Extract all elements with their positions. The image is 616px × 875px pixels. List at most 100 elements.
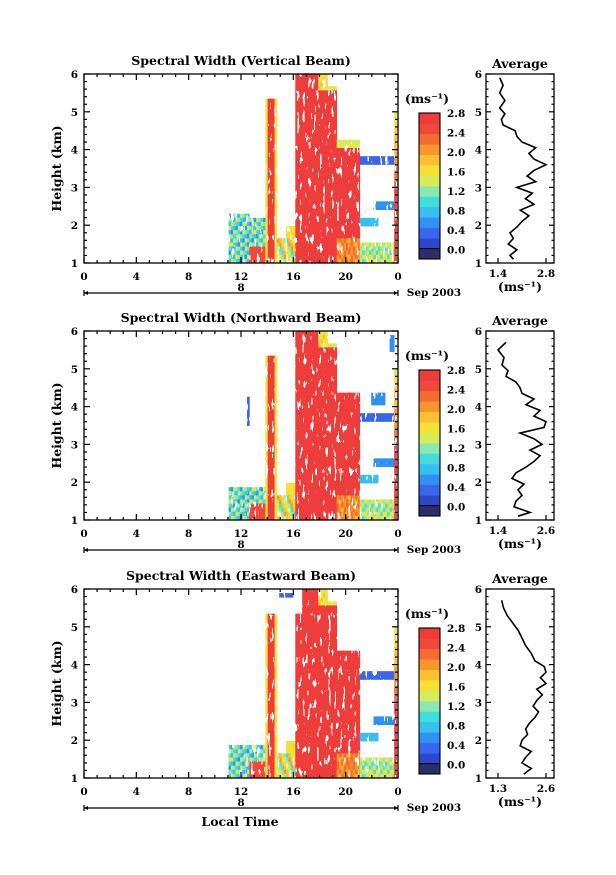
heatmap-cell: [272, 695, 275, 701]
heatmap-cell: [341, 441, 344, 447]
heatmap-cell: [309, 189, 312, 194]
heatmap-cell: [327, 634, 331, 639]
heatmap-cell: [240, 499, 243, 504]
heatmap-cell: [352, 503, 356, 509]
heatmap-cell: [329, 372, 333, 377]
heatmap-cell: [327, 359, 331, 365]
heatmap-cell: [306, 254, 310, 260]
heatmap-cell: [327, 367, 331, 373]
heatmap-cell: [375, 201, 379, 206]
heatmap-cell: [293, 773, 296, 779]
heatmap-cell: [272, 189, 275, 194]
heatmap-cell: [394, 400, 397, 406]
heatmap-cell: [357, 441, 361, 447]
heatmap-cell: [394, 433, 397, 439]
heatmap-cell: [267, 720, 271, 725]
heatmap-cell: [325, 683, 328, 689]
heatmap-cell: [320, 446, 324, 451]
heatmap-cell: [325, 226, 328, 231]
heatmap-cell: [302, 413, 305, 418]
heatmap-cell: [302, 765, 305, 771]
heatmap-cell: [371, 396, 374, 402]
heatmap-cell: [327, 238, 331, 243]
heatmap-cell: [316, 687, 319, 693]
heatmap-cell: [253, 246, 257, 252]
heatmap-cell: [302, 209, 305, 215]
heatmap-cell: [244, 495, 248, 500]
heatmap-cell: [316, 226, 319, 231]
heatmap-cell: [322, 156, 326, 161]
heatmap-cell: [362, 499, 365, 504]
x-tick-label: 16: [286, 528, 301, 540]
heatmap-cell: [306, 226, 310, 231]
heatmap-cell: [233, 250, 236, 256]
heatmap-cell: [313, 168, 317, 174]
heatmap-cell: [283, 753, 287, 758]
heatmap-cell: [318, 98, 321, 104]
heatmap-cell: [304, 335, 308, 340]
heatmap-cell: [313, 417, 317, 422]
heatmap-cell: [320, 749, 324, 754]
heatmap-cell: [329, 98, 333, 104]
heatmap-cell: [272, 454, 275, 459]
heatmap-cell: [256, 753, 259, 758]
heatmap-cell: [389, 417, 393, 422]
heatmap-cell: [306, 339, 310, 344]
heatmap-cell: [357, 250, 361, 256]
heatmap-cell: [334, 495, 338, 500]
heatmap-cell: [295, 254, 298, 260]
heatmap-cell: [316, 695, 319, 701]
heatmap-cell: [389, 413, 393, 418]
heatmap-cell: [357, 511, 361, 517]
heatmap-cell: [311, 613, 315, 619]
heatmap-cell: [274, 462, 278, 467]
heatmap-cell: [267, 716, 271, 721]
heatmap-cell: [297, 433, 301, 439]
heatmap-cell: [329, 238, 333, 243]
heatmap-cell: [299, 127, 303, 132]
heatmap-cell: [320, 400, 324, 406]
heatmap-cell: [339, 450, 342, 455]
heatmap-cell: [247, 230, 250, 235]
heatmap-cell: [258, 234, 262, 239]
heatmap-cell: [309, 667, 312, 672]
heatmap-cell: [348, 246, 351, 252]
heatmap-cell: [320, 143, 324, 149]
heatmap-cell: [325, 413, 328, 418]
heatmap-cell: [265, 367, 269, 373]
heatmap-cell: [309, 123, 312, 128]
heatmap-cell: [332, 396, 335, 402]
heatmap-cell: [336, 499, 340, 504]
heatmap-cell: [270, 205, 273, 210]
heatmap-cell: [364, 417, 367, 422]
heatmap-cell: [327, 86, 331, 91]
heatmap-cell: [348, 139, 351, 145]
heatmap-cell: [325, 609, 328, 615]
heatmap-cell: [320, 250, 324, 256]
heatmap-cell: [336, 209, 340, 215]
heatmap-cell: [309, 380, 312, 385]
heatmap-cell: [311, 201, 315, 206]
heatmap-cell: [297, 217, 301, 223]
heatmap-cell: [299, 404, 303, 410]
heatmap-cell: [325, 396, 328, 402]
heatmap-cell: [233, 221, 236, 227]
heatmap-cell: [228, 221, 232, 227]
heatmap-cell: [311, 675, 315, 680]
heatmap-cell: [366, 515, 370, 521]
heatmap-cell: [320, 217, 324, 223]
heatmap-cell: [334, 221, 338, 227]
heatmap-cell: [394, 164, 397, 169]
heatmap-cell: [322, 446, 326, 451]
heatmap-cell: [341, 143, 344, 149]
heatmap-cell: [320, 396, 324, 402]
heatmap-cell: [343, 437, 347, 443]
heatmap-cell: [318, 597, 321, 602]
heatmap-cell: [304, 483, 308, 488]
heatmap-cell: [311, 351, 315, 357]
heatmap-cell: [334, 458, 338, 463]
heatmap-cell: [336, 139, 340, 145]
heatmap-cell: [240, 749, 243, 754]
heatmap-cell: [256, 226, 259, 231]
heatmap-cell: [325, 667, 328, 672]
